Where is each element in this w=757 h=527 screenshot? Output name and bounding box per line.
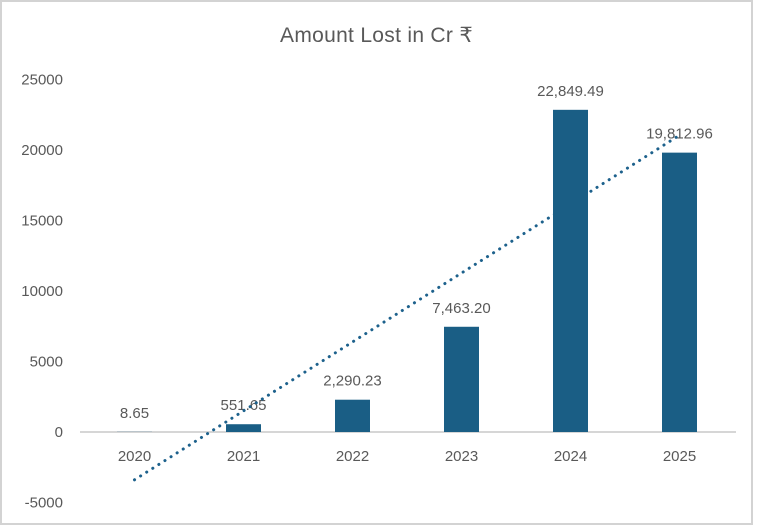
bar-2021	[226, 424, 261, 432]
x-tick-label: 2022	[336, 448, 369, 465]
y-tick-label: 10000	[21, 283, 63, 300]
y-tick-label: 25000	[21, 72, 63, 89]
data-label: 7,463.20	[432, 300, 490, 317]
y-tick-label: 20000	[21, 142, 63, 159]
data-label: 8.65	[120, 405, 149, 422]
x-tick-label: 2025	[663, 448, 696, 465]
y-tick-label: 5000	[30, 354, 63, 371]
bar-2023	[444, 326, 479, 432]
bar-2022	[335, 399, 370, 432]
data-label: 19,812.96	[646, 126, 713, 143]
bar-chart-svg: 25000 20000 15000 10000 5000 0 -5000 2020 2021 20…	[21, 72, 736, 512]
trendline-dotted	[133, 133, 681, 482]
y-tick-label: -5000	[25, 495, 63, 512]
data-label: 22,849.49	[537, 83, 604, 100]
data-label: 551.65	[221, 397, 267, 414]
data-label: 2,290.23	[323, 373, 381, 390]
x-tick-label: 2021	[227, 448, 260, 465]
x-tick-label: 2023	[445, 448, 478, 465]
x-tick-label: 2020	[118, 448, 151, 465]
bar-2025	[662, 152, 697, 432]
x-tick-label: 2024	[554, 448, 587, 465]
chart-title: Amount Lost in Cr ₹	[280, 24, 473, 47]
y-tick-label: 15000	[21, 213, 63, 230]
y-tick-label: 0	[55, 424, 63, 441]
bar-2024	[553, 109, 588, 432]
